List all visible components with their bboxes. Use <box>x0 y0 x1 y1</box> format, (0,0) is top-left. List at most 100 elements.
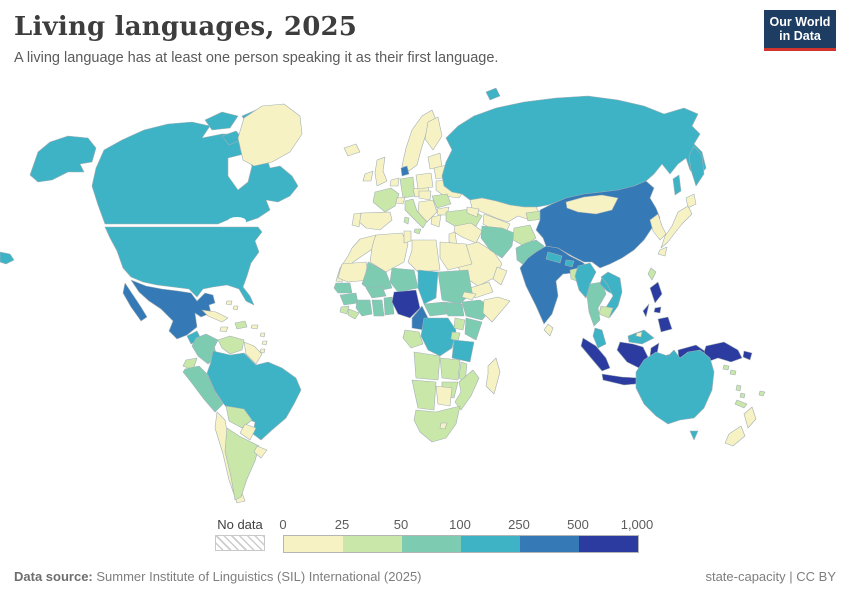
country-iran[interactable] <box>480 225 515 259</box>
country-papua-new-guinea-new-britain[interactable] <box>742 350 753 361</box>
country-france[interactable] <box>372 187 400 213</box>
country-benelux[interactable] <box>389 177 400 187</box>
country-australia-tasmania[interactable] <box>689 430 699 441</box>
country-russia-chukotka[interactable] <box>0 251 15 265</box>
country-gabon-congo[interactable] <box>402 329 424 349</box>
country-new-zealand-north[interactable] <box>743 406 757 429</box>
country-nigeria[interactable] <box>391 289 421 319</box>
country-mexico-baja[interactable] <box>122 282 148 322</box>
country-japan-kyushu[interactable] <box>657 246 668 257</box>
country-bhutan[interactable] <box>564 259 575 268</box>
country-denmark[interactable] <box>400 165 410 177</box>
country-iceland[interactable] <box>343 143 361 157</box>
country-chad[interactable] <box>417 269 439 305</box>
country-fiji[interactable] <box>758 390 766 397</box>
legend-swatch-0-25[interactable] <box>284 536 343 552</box>
country-mauritania[interactable] <box>337 261 371 283</box>
country-egypt[interactable] <box>439 241 473 271</box>
country-bahamas[interactable] <box>225 300 233 306</box>
country-united-states[interactable] <box>104 226 263 306</box>
country-oman[interactable] <box>492 266 508 286</box>
no-data-swatch[interactable] <box>215 535 265 551</box>
country-philippines-mindanao[interactable] <box>657 316 673 333</box>
country-uganda[interactable] <box>453 317 466 331</box>
country-madagascar[interactable] <box>485 357 501 395</box>
country-italy-sicily[interactable] <box>413 228 422 235</box>
country-vanuatu[interactable] <box>735 384 742 392</box>
country-new-zealand-south[interactable] <box>724 425 746 447</box>
country-romania[interactable] <box>431 193 452 209</box>
country-united-kingdom[interactable] <box>374 156 388 187</box>
country-cote-divoire[interactable] <box>355 299 373 317</box>
country-lesser-antilles[interactable] <box>259 332 266 338</box>
country-sudan[interactable] <box>437 269 473 305</box>
country-nepal[interactable] <box>545 251 563 264</box>
country-rwanda-burundi[interactable] <box>450 331 461 342</box>
country-spain[interactable] <box>356 211 393 231</box>
country-jamaica[interactable] <box>219 326 229 333</box>
country-guyanas[interactable] <box>243 341 263 365</box>
country-venezuela[interactable] <box>217 335 245 355</box>
country-kenya[interactable] <box>464 317 483 341</box>
country-italy-sardinia[interactable] <box>403 216 410 225</box>
country-russia[interactable] <box>441 95 707 208</box>
country-somalia[interactable] <box>482 296 511 323</box>
country-uruguay[interactable] <box>253 445 268 459</box>
legend-swatch-250-500[interactable] <box>520 536 579 552</box>
country-philippines-luzon[interactable] <box>649 281 663 304</box>
legend-swatch-50-100[interactable] <box>402 536 461 552</box>
country-koreas[interactable] <box>649 213 667 241</box>
country-lesser-antilles[interactable] <box>259 348 266 354</box>
country-bahamas[interactable] <box>232 305 239 311</box>
country-sri-lanka[interactable] <box>543 323 554 337</box>
country-togo-benin[interactable] <box>383 296 395 316</box>
license-link[interactable]: state-capacity | CC BY <box>705 569 836 584</box>
country-caucasus[interactable] <box>466 206 480 218</box>
country-lesser-antilles[interactable] <box>261 340 268 346</box>
country-vanuatu[interactable] <box>739 392 746 399</box>
legend-swatch-25-50[interactable] <box>343 536 402 552</box>
legend-swatch-100-250[interactable] <box>461 536 520 552</box>
country-brunei[interactable] <box>635 331 643 338</box>
country-senegal[interactable] <box>333 282 353 294</box>
country-cambodia[interactable] <box>598 305 614 319</box>
country-portugal[interactable] <box>351 212 362 228</box>
country-solomon-islands[interactable] <box>729 369 737 376</box>
country-sierra-leone[interactable] <box>339 305 350 315</box>
country-switzerland[interactable] <box>395 196 406 205</box>
country-lesotho[interactable] <box>439 422 448 430</box>
country-italy[interactable] <box>404 198 428 229</box>
country-finland[interactable] <box>424 116 443 151</box>
country-puerto-rico[interactable] <box>250 324 259 330</box>
country-germany[interactable] <box>399 176 416 199</box>
country-united-states-alaska[interactable] <box>29 135 97 183</box>
country-greece[interactable] <box>430 214 442 228</box>
country-botswana[interactable] <box>435 385 453 407</box>
country-hispaniola[interactable] <box>234 320 248 330</box>
country-peru[interactable] <box>182 365 224 413</box>
country-hungary-slovakia[interactable] <box>418 190 432 201</box>
country-mexico[interactable] <box>130 279 216 340</box>
country-solomon-islands[interactable] <box>722 364 730 371</box>
country-philippines-palawan[interactable] <box>642 303 650 318</box>
country-new-caledonia[interactable] <box>734 399 748 409</box>
country-syria-iraq[interactable] <box>453 222 483 244</box>
country-mongolia[interactable] <box>565 194 619 215</box>
country-japan-hokkaido[interactable] <box>685 193 697 209</box>
country-tunisia[interactable] <box>403 230 412 244</box>
country-brazil[interactable] <box>206 350 302 441</box>
country-canada-arctic[interactable] <box>204 111 239 131</box>
country-argentina[interactable] <box>224 427 260 501</box>
country-tanzania[interactable] <box>451 339 475 363</box>
country-bolivia[interactable] <box>225 405 253 429</box>
country-mozambique[interactable] <box>454 369 480 411</box>
legend-swatch-500-1000[interactable] <box>579 536 638 552</box>
country-japan-honshu[interactable] <box>660 205 693 249</box>
country-zambia[interactable] <box>439 357 461 381</box>
country-taiwan[interactable] <box>647 267 657 281</box>
country-libya[interactable] <box>407 239 441 273</box>
country-paraguay[interactable] <box>239 423 257 441</box>
country-namibia[interactable] <box>411 379 437 411</box>
country-poland[interactable] <box>415 172 434 190</box>
country-dr-congo[interactable] <box>420 317 457 357</box>
